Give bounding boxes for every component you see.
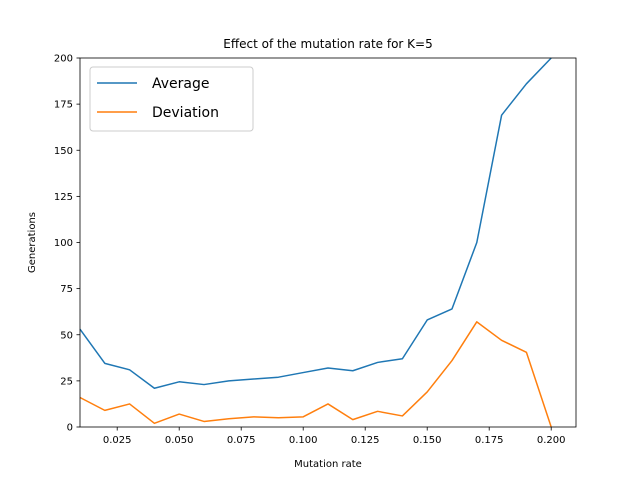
series-line-deviation [79, 321, 552, 428]
y-tick-label: 50 [60, 330, 73, 341]
x-tick-label: 0.175 [475, 435, 504, 446]
y-tick-label: 75 [60, 284, 73, 295]
series-line-average [79, 57, 552, 389]
x-tick-label: 0.025 [103, 435, 132, 446]
legend-entries: Average Deviation [97, 76, 219, 121]
x-axis-label: Mutation rate [294, 459, 362, 470]
legend-label-average: Average [152, 76, 210, 92]
x-tick-label: 0.200 [537, 435, 566, 446]
y-tick-label: 175 [54, 100, 73, 111]
y-tick-label: 0 [67, 423, 73, 434]
y-tick-label: 25 [60, 376, 73, 387]
series-layer [79, 57, 552, 428]
x-tick-label: 0.100 [289, 435, 318, 446]
x-tick-label: 0.125 [351, 435, 380, 446]
legend: Average Deviation [89, 66, 254, 132]
y-axis-label: Generations [27, 212, 38, 273]
plot-frame [79, 57, 577, 428]
y-tick-label: 150 [54, 146, 73, 157]
x-tick-label: 0.150 [413, 435, 442, 446]
y-tick-label: 200 [54, 54, 73, 65]
x-tick-label: 0.050 [165, 435, 194, 446]
axes-layer: 0.025 0.050 0.075 0.100 0.125 0.150 0.175 0.200… [54, 54, 566, 447]
y-tick-label: 125 [54, 192, 73, 203]
chart-title: Effect of the mutation rate for K=5 [223, 37, 432, 51]
x-tick-label: 0.075 [227, 435, 256, 446]
y-tick-label: 100 [54, 238, 73, 249]
legend-label-deviation: Deviation [152, 105, 219, 121]
